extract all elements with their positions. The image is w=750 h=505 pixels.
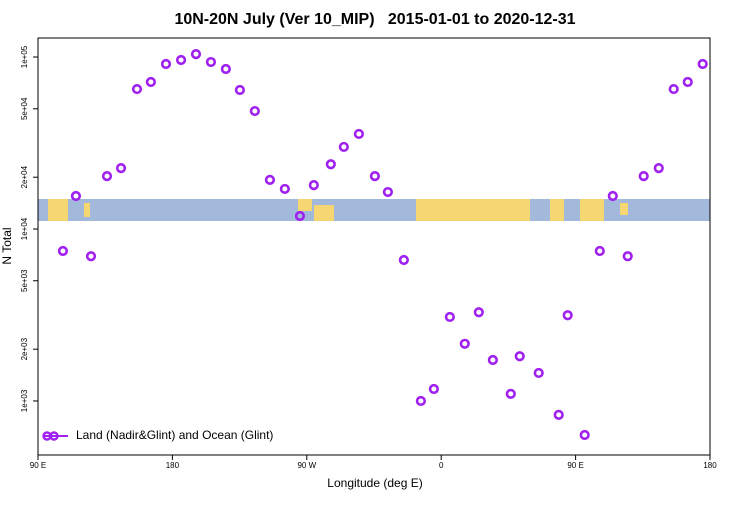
point xyxy=(85,251,97,262)
legend-marker xyxy=(49,431,59,441)
y-tick-label: 5e+04 xyxy=(20,97,29,120)
y-tick-label: 5e+03 xyxy=(20,269,29,292)
point xyxy=(294,210,306,222)
point xyxy=(249,105,260,117)
x-tick-label: 90 E xyxy=(567,461,583,470)
point xyxy=(264,174,276,185)
point xyxy=(682,76,693,88)
point xyxy=(505,388,516,399)
point xyxy=(553,409,564,420)
point xyxy=(382,186,393,198)
y-tick-label: 1e+04 xyxy=(20,217,29,240)
point xyxy=(459,338,470,349)
point xyxy=(131,83,143,95)
point xyxy=(579,429,590,441)
point xyxy=(398,254,409,266)
point xyxy=(145,76,156,88)
point xyxy=(594,245,605,257)
point xyxy=(353,128,365,140)
chart-title: 10N-20N July (Ver 10_MIP) 2015-01-01 to … xyxy=(174,11,575,28)
point xyxy=(415,395,426,407)
y-tick-label: 2e+04 xyxy=(20,165,29,188)
y-tick-label: 1e+03 xyxy=(20,389,29,412)
point xyxy=(444,311,455,323)
x-tick-label: 90 W xyxy=(297,461,316,470)
point xyxy=(325,159,336,170)
point xyxy=(668,83,679,95)
plot-frame xyxy=(37,37,711,456)
point xyxy=(115,162,127,174)
y-tick-label: 1e+05 xyxy=(20,45,29,68)
point xyxy=(279,183,290,195)
point xyxy=(338,141,349,153)
point xyxy=(175,54,187,66)
point xyxy=(697,58,708,70)
x-tick-label: 90 E xyxy=(30,461,46,470)
point xyxy=(428,383,439,395)
map-strip xyxy=(38,199,710,221)
point xyxy=(70,190,82,202)
point xyxy=(101,171,113,182)
point xyxy=(369,171,380,182)
point xyxy=(533,367,544,379)
point xyxy=(638,171,649,182)
point xyxy=(220,63,231,75)
point xyxy=(607,190,618,202)
x-tick-label: 180 xyxy=(166,461,180,470)
point xyxy=(308,179,319,191)
point xyxy=(653,162,664,174)
point xyxy=(514,351,525,362)
x-tick-label: 0 xyxy=(439,461,444,470)
x-tick-label: 180 xyxy=(703,461,717,470)
point xyxy=(622,251,633,262)
point xyxy=(190,48,202,60)
point xyxy=(487,354,498,366)
y-axis-label: N Total xyxy=(0,227,14,264)
point xyxy=(234,84,245,96)
point xyxy=(562,310,573,321)
point xyxy=(205,56,217,68)
x-axis-label: Longitude (deg E) xyxy=(327,476,422,490)
point xyxy=(473,307,484,318)
y-tick-label: 2e+03 xyxy=(20,337,29,360)
point xyxy=(160,58,172,70)
legend-label: Land (Nadir&Glint) and Ocean (Glint) xyxy=(76,428,273,442)
point xyxy=(57,245,69,257)
